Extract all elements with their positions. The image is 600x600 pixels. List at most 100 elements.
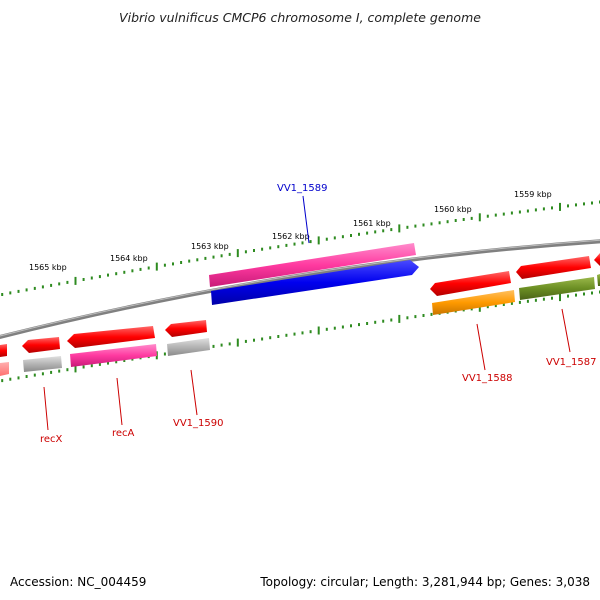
- outer-minor-tick: [1, 293, 4, 296]
- inner-minor-tick: [163, 352, 166, 356]
- outer-minor-tick: [486, 214, 489, 218]
- gene-reca-arrow[interactable]: [67, 326, 155, 348]
- gene-red-arrow-1560[interactable]: [430, 271, 511, 296]
- inner-minor-tick: [358, 323, 360, 327]
- outer-minor-tick: [374, 230, 377, 234]
- gene-vv1-1588-bar[interactable]: [432, 290, 515, 315]
- outer-major-tick: [74, 276, 77, 285]
- inner-minor-tick: [486, 305, 489, 309]
- inner-major-tick: [236, 338, 239, 347]
- gene-vv1-1589-arrow[interactable]: [211, 260, 419, 305]
- gene-vv1-1590-arrow[interactable]: [165, 320, 207, 337]
- gene-reca-bar[interactable]: [70, 344, 157, 367]
- outer-minor-tick: [253, 249, 255, 252]
- outer-major-tick: [155, 262, 158, 271]
- gene-label-vv1-1589[interactable]: VV1_1589: [277, 183, 328, 194]
- outer-minor-tick: [180, 261, 183, 264]
- outer-minor-tick: [172, 262, 174, 266]
- map-title: Vibrio vulnificus CMCP6 chromosome I, co…: [119, 10, 481, 25]
- inner-minor-tick: [583, 292, 585, 296]
- outer-minor-tick: [542, 207, 545, 211]
- outer-minor-tick: [494, 213, 497, 217]
- gene-lightred-partial-left[interactable]: [0, 362, 9, 376]
- inner-minor-tick: [1, 379, 4, 383]
- outer-minor-tick: [147, 266, 150, 270]
- inner-minor-tick: [212, 344, 215, 348]
- inner-minor-tick: [58, 369, 61, 373]
- outer-minor-tick: [567, 204, 569, 208]
- inner-minor-tick: [406, 316, 409, 320]
- inner-minor-tick: [9, 377, 12, 381]
- outer-minor-tick: [301, 241, 304, 245]
- kbp-label-1559: 1559 kbp: [514, 190, 552, 199]
- inner-minor-tick: [115, 360, 118, 364]
- gene-red-partial-left[interactable]: [0, 344, 7, 357]
- gene-vv1-1587-bar[interactable]: [519, 277, 595, 300]
- outer-minor-tick: [341, 235, 344, 239]
- inner-minor-tick: [494, 304, 497, 308]
- inner-minor-tick: [390, 318, 393, 322]
- outer-minor-tick: [462, 218, 465, 221]
- kbp-label-1561: 1561 kbp: [353, 219, 391, 228]
- outer-minor-tick: [325, 237, 328, 241]
- inner-minor-tick: [82, 365, 85, 369]
- leader-vv1-1589: [302, 195, 310, 244]
- gene-label-vv1-1588[interactable]: VV1_1588: [462, 373, 513, 384]
- inner-minor-tick: [526, 299, 529, 303]
- outer-minor-tick: [25, 288, 28, 292]
- inner-minor-tick: [341, 325, 344, 329]
- gene-label-reca[interactable]: recA: [112, 428, 135, 439]
- inner-minor-tick: [50, 370, 53, 374]
- outer-minor-tick: [9, 291, 12, 295]
- outer-minor-tick: [131, 269, 134, 273]
- outer-minor-tick: [422, 223, 425, 227]
- inner-minor-tick: [33, 373, 36, 377]
- inner-minor-tick: [285, 333, 288, 337]
- outer-major-tick: [478, 213, 481, 222]
- inner-minor-tick: [309, 330, 312, 334]
- outer-minor-tick: [58, 282, 61, 286]
- outer-minor-tick: [277, 245, 280, 249]
- gene-red-arrow-1559[interactable]: [516, 256, 591, 279]
- outer-ruler-ticks: [1, 200, 600, 296]
- outer-minor-tick: [293, 242, 296, 246]
- reverse-features: [0, 320, 210, 376]
- outer-minor-tick: [244, 250, 247, 254]
- inner-minor-tick: [277, 335, 280, 338]
- inner-minor-tick: [502, 303, 505, 306]
- gene-label-vv1-1590[interactable]: VV1_1590: [173, 418, 224, 429]
- inner-minor-tick: [591, 291, 593, 295]
- gene-recx-arrow[interactable]: [22, 337, 60, 353]
- outer-major-tick: [559, 202, 561, 211]
- gene-olive-edge[interactable]: [597, 274, 600, 286]
- gene-vv1-1589-pink[interactable]: [209, 243, 416, 287]
- outer-minor-tick: [382, 229, 385, 233]
- outer-minor-tick: [220, 254, 223, 258]
- inner-major-tick: [559, 293, 561, 302]
- inner-minor-tick: [374, 320, 377, 324]
- outer-minor-tick: [518, 210, 521, 214]
- inner-minor-tick: [518, 300, 521, 304]
- outer-minor-tick: [212, 255, 215, 259]
- gene-red-arrow-edge[interactable]: [594, 253, 600, 266]
- outer-major-tick: [236, 249, 239, 258]
- outer-minor-tick: [502, 212, 505, 216]
- outer-minor-tick: [430, 222, 433, 226]
- outer-minor-tick: [17, 289, 20, 293]
- inner-minor-tick: [325, 327, 328, 331]
- outer-minor-tick: [414, 224, 417, 228]
- inner-minor-tick: [66, 368, 69, 372]
- inner-minor-tick: [228, 342, 231, 346]
- gene-label-vv1-1587[interactable]: VV1_1587: [546, 357, 597, 368]
- outer-minor-tick: [438, 221, 441, 225]
- inner-major-tick: [74, 364, 77, 373]
- inner-minor-tick: [25, 375, 28, 378]
- gene-label-recx[interactable]: recX: [40, 434, 63, 445]
- gene-vv1-1590-bar[interactable]: [167, 338, 210, 356]
- kbp-label-1564: 1564 kbp: [110, 254, 148, 263]
- outer-minor-tick: [90, 276, 93, 280]
- inner-minor-tick: [244, 339, 247, 343]
- gene-recx-bar[interactable]: [23, 356, 62, 372]
- inner-major-tick: [398, 314, 401, 323]
